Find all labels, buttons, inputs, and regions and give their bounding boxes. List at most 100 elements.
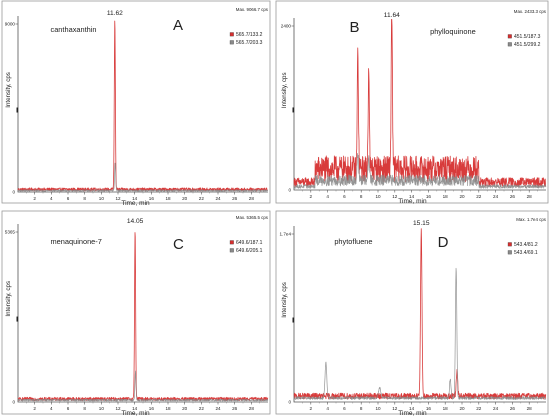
x-axis-label: Time, min [398,198,427,205]
legend-entry: 565.7/203.3 [236,40,263,46]
x-tick-label: 2 [33,196,36,201]
x-tick-label: 12 [115,196,121,201]
y-tick-label: 5365 [5,230,16,235]
x-tick-label: 26 [232,406,238,411]
y-zero-label: 0 [12,400,15,405]
x-tick-label: 26 [232,196,238,201]
series-line-2 [17,162,269,192]
max-intensity-label: Max. 2433.3 cps [514,9,547,14]
x-tick-label: 10 [99,406,105,411]
x-tick-label: 22 [199,406,205,411]
max-intensity-label: Max. 5365.5 cps [236,215,269,220]
x-tick-label: 24 [493,406,499,411]
legend-swatch [507,250,512,255]
x-tick-label: 22 [476,406,482,411]
legend-swatch [229,248,234,253]
x-tick-label: 28 [249,196,255,201]
x-tick-label: 14 [409,194,415,199]
x-tick-label: 6 [67,406,70,411]
panel-letter: C [173,236,184,253]
x-tick-label: 4 [50,196,53,201]
chart-panel-a: 2 4 6 8 10 12 14 16 18 20 22 24 26 28 Time, min 9000 0 In… [0,0,272,207]
legend-entry: 451.5/187.3 [514,34,541,40]
x-tick-label: 18 [165,406,171,411]
max-intensity-label: Max. 1.7e4 cps [516,217,547,222]
y-axis-label: Intensity, cps [281,282,288,318]
y-zero-label: 0 [288,188,291,193]
x-tick-label: 28 [249,406,255,411]
x-tick-label: 12 [392,194,398,199]
x-tick-label: 14 [132,196,138,201]
axis-marker [16,316,19,322]
x-tick-label: 20 [182,406,188,411]
x-tick-label: 2 [33,406,36,411]
x-tick-label: 26 [510,194,516,199]
peak-retention-label: 11.62 [107,10,123,17]
x-tick-label: 6 [343,406,346,411]
x-tick-label: 8 [83,196,86,201]
legend-entry: 543.4/81.2 [514,242,538,248]
axis-marker [292,317,295,323]
peak-retention-label: 11.64 [384,12,400,19]
max-intensity-label: Max. 9066.7 cps [236,7,269,12]
legend-swatch [507,42,512,47]
legend-swatch [229,32,234,37]
x-tick-label: 24 [493,194,499,199]
compound-label: canthaxanthin [51,25,97,34]
legend-entry: 543.4/69.1 [514,250,538,256]
x-tick-label: 20 [182,196,188,201]
panel-frame [275,210,549,415]
panel-frame [275,0,549,204]
y-tick-label: 9000 [5,22,16,27]
x-axis-label: Time, min [398,410,427,417]
x-tick-label: 10 [375,194,381,199]
x-tick-label: 4 [326,406,329,411]
x-tick-label: 10 [99,196,105,201]
y-axis-label: Intensity, cps [5,72,12,108]
y-zero-label: 0 [12,190,15,195]
x-tick-label: 4 [326,194,329,199]
chart-panel-b: 2 4 6 8 10 12 14 16 18 20 22 24 26 28 Time, min 2400 0 In… [274,0,550,206]
x-tick-label: 18 [443,194,449,199]
x-tick-label: 24 [215,406,221,411]
legend-entry: 565.7/133.2 [236,32,263,38]
series-line-2 [293,267,546,400]
legend-entry: 649.6/205.1 [236,248,263,254]
legend-swatch [507,242,512,247]
panel-letter: D [438,234,449,251]
x-tick-label: 2 [310,194,313,199]
y-tick-label: 1.7e4 [280,232,292,237]
x-tick-label: 18 [443,406,449,411]
x-tick-label: 20 [459,194,465,199]
x-tick-label: 2 [310,406,313,411]
chart-panel-c: 2 4 6 8 10 12 14 16 18 20 22 24 26 28 Time, min 5365 0 In… [0,210,272,417]
chart-panel-d: 2 4 6 8 10 12 14 16 18 20 22 24 26 28 Time, min 1.7e4 0 I… [274,210,550,417]
x-tick-label: 10 [375,406,381,411]
x-tick-label: 4 [50,406,53,411]
x-tick-label: 24 [215,196,221,201]
x-tick-label: 12 [392,406,398,411]
panel-frame [1,0,271,204]
series-line-2 [17,370,269,402]
series-line-1 [293,19,547,188]
legend-swatch [229,40,234,45]
x-tick-label: 14 [409,406,415,411]
x-axis-label: Time, min [121,200,150,207]
x-tick-label: 16 [426,406,432,411]
compound-label: menaquinone-7 [51,237,102,246]
legend-entry: 451.5/299.2 [514,42,541,48]
x-tick-label: 16 [149,196,155,201]
y-tick-label: 2400 [281,24,292,29]
series-line-1 [17,232,269,402]
compound-label: phylloquinone [430,27,476,36]
series-line-2 [293,153,547,189]
y-axis-label: Intensity, cps [5,281,12,317]
peak-retention-label: 14.05 [127,218,144,225]
x-tick-label: 8 [360,406,363,411]
peak-retention-label: 15.15 [413,220,430,227]
x-tick-label: 22 [199,196,205,201]
x-tick-label: 20 [459,406,465,411]
